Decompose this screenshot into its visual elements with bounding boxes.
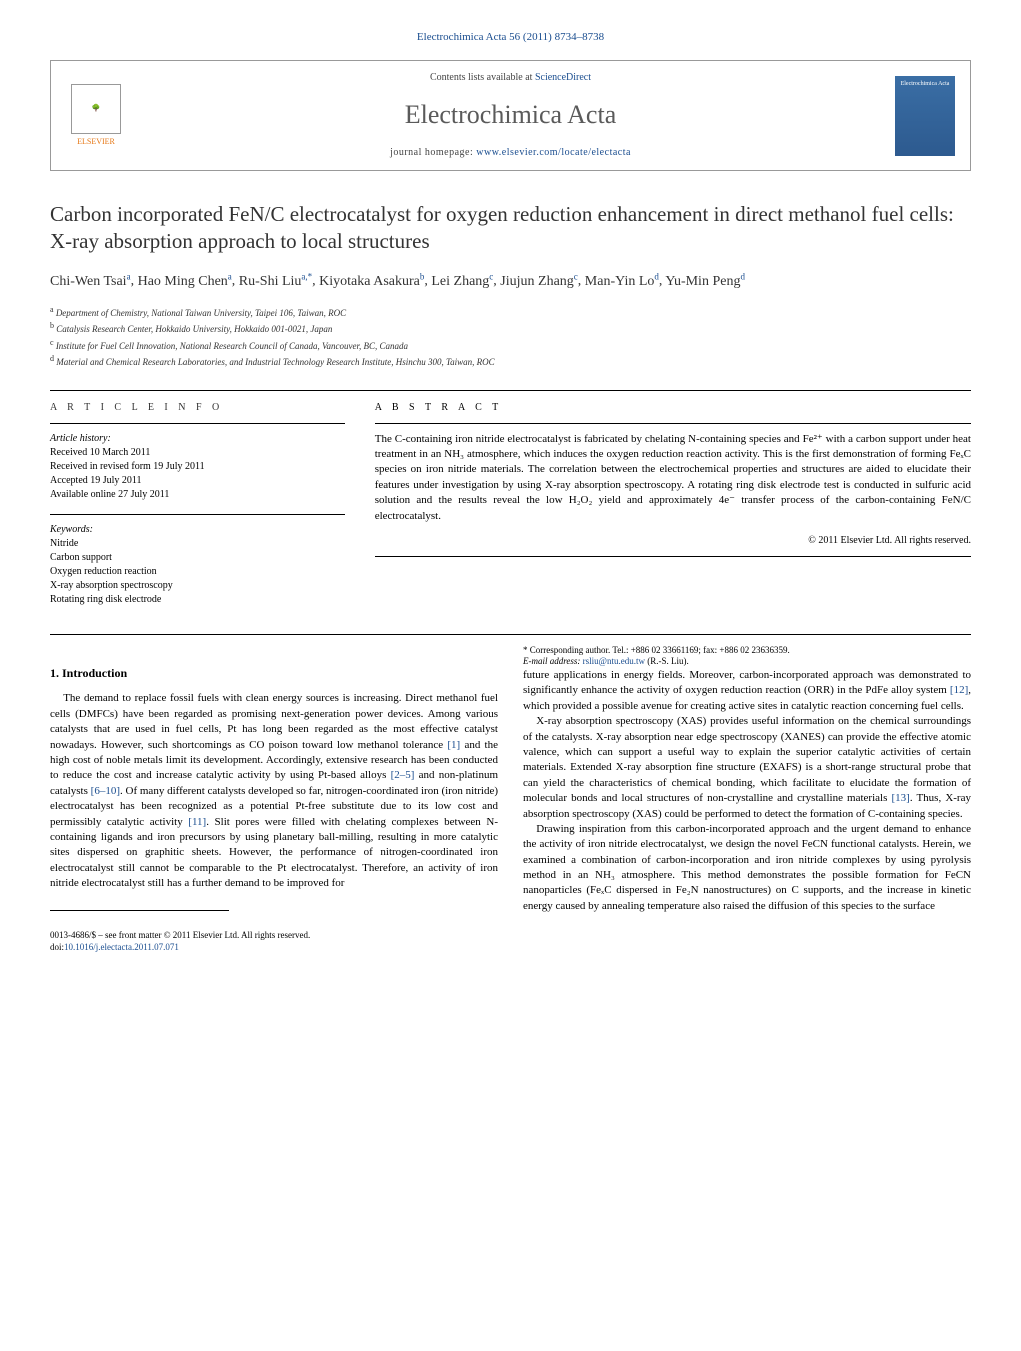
publisher-name: ELSEVIER <box>77 136 115 147</box>
cover-title: Electrochimica Acta <box>899 80 951 88</box>
section-heading-introduction: 1. Introduction <box>50 665 498 682</box>
article-history-label: Article history: <box>50 432 345 446</box>
citation-link[interactable]: [6–10] <box>91 785 120 797</box>
author: Man-Yin Lod <box>585 274 659 289</box>
affiliation: c Institute for Fuel Cell Innovation, Na… <box>50 337 971 354</box>
elsevier-tree-icon: 🌳 <box>71 84 121 134</box>
footer-metadata: 0013-4686/$ – see front matter © 2011 El… <box>50 930 971 953</box>
author-affil-mark: b <box>420 271 425 281</box>
article-body: 1. Introduction The demand to replace fo… <box>50 645 971 916</box>
history-line: Accepted 19 July 2011 <box>50 474 345 488</box>
doi-link[interactable]: 10.1016/j.electacta.2011.07.071 <box>64 942 179 952</box>
author: Hao Ming Chena <box>138 274 232 289</box>
keyword: X-ray absorption spectroscopy <box>50 579 345 593</box>
affiliations-list: a Department of Chemistry, National Taiw… <box>50 304 971 370</box>
author-affil-mark: a <box>228 271 232 281</box>
email-who: (R.-S. Liu). <box>645 656 689 666</box>
history-line: Received 10 March 2011 <box>50 446 345 460</box>
author-affil-mark: c <box>489 271 493 281</box>
corresponding-email-link[interactable]: rsliu@ntu.edu.tw <box>583 656 645 666</box>
abstract-divider <box>375 556 971 557</box>
abstract-divider <box>375 423 971 424</box>
homepage-link[interactable]: www.elsevier.com/locate/electacta <box>476 147 631 158</box>
email-line: E-mail address: rsliu@ntu.edu.tw (R.-S. … <box>523 656 971 668</box>
publisher-logo: 🌳 ELSEVIER <box>66 81 126 151</box>
info-divider <box>50 423 345 424</box>
author-affil-mark: c <box>574 271 578 281</box>
footnote-separator <box>50 910 229 911</box>
article-title: Carbon incorporated FeN/C electrocatalys… <box>50 201 971 256</box>
affiliation: a Department of Chemistry, National Taiw… <box>50 304 971 321</box>
doi-prefix: doi: <box>50 942 64 952</box>
citation-link[interactable]: [1] <box>447 739 460 751</box>
citation-link[interactable]: [2–5] <box>391 769 415 781</box>
abstract-copyright: © 2011 Elsevier Ltd. All rights reserved… <box>375 534 971 548</box>
keywords-label: Keywords: <box>50 523 345 537</box>
contents-prefix: Contents lists available at <box>430 72 535 83</box>
section-divider <box>50 634 971 635</box>
keyword: Carbon support <box>50 551 345 565</box>
journal-header: 🌳 ELSEVIER Contents lists available at S… <box>50 60 971 170</box>
author: Ru-Shi Liua,* <box>239 274 312 289</box>
body-paragraph: The demand to replace fossil fuels with … <box>50 691 498 891</box>
sciencedirect-link[interactable]: ScienceDirect <box>535 72 591 83</box>
author-affil-mark: d <box>740 271 745 281</box>
issn-line: 0013-4686/$ – see front matter © 2011 El… <box>50 930 971 942</box>
article-info-column: A R T I C L E I N F O Article history: R… <box>50 401 345 619</box>
abstract-text: The C-containing iron nitride electrocat… <box>375 432 971 524</box>
affiliation: b Catalysis Research Center, Hokkaido Un… <box>50 320 971 337</box>
journal-name: Electrochimica Acta <box>126 97 895 133</box>
citation-link[interactable]: [13] <box>891 792 909 804</box>
affiliation: d Material and Chemical Research Laborat… <box>50 353 971 370</box>
body-paragraph: X-ray absorption spectroscopy (XAS) prov… <box>523 714 971 822</box>
doi-line: doi:10.1016/j.electacta.2011.07.071 <box>50 942 971 954</box>
email-label: E-mail address: <box>523 656 583 666</box>
article-info-heading: A R T I C L E I N F O <box>50 401 345 415</box>
history-line: Received in revised form 19 July 2011 <box>50 460 345 474</box>
corresponding-author-footnote: * Corresponding author. Tel.: +886 02 33… <box>523 645 971 668</box>
body-paragraph: future applications in energy fields. Mo… <box>523 668 971 714</box>
citation-link[interactable]: [12] <box>950 684 968 696</box>
author-affil-mark: d <box>654 271 659 281</box>
author: Chi-Wen Tsaia <box>50 274 131 289</box>
author-list: Chi-Wen Tsaia, Hao Ming Chena, Ru-Shi Li… <box>50 270 971 291</box>
info-abstract-row: A R T I C L E I N F O Article history: R… <box>50 401 971 619</box>
keywords-block: Keywords: NitrideCarbon supportOxygen re… <box>50 523 345 607</box>
author: Lei Zhangc <box>431 274 493 289</box>
abstract-column: A B S T R A C T The C-containing iron ni… <box>375 401 971 619</box>
body-paragraph: Drawing inspiration from this carbon-inc… <box>523 822 971 914</box>
homepage-prefix: journal homepage: <box>390 147 476 158</box>
keyword: Nitride <box>50 537 345 551</box>
citation-link[interactable]: [11] <box>188 816 206 828</box>
contents-available-line: Contents lists available at ScienceDirec… <box>126 71 895 85</box>
abstract-heading: A B S T R A C T <box>375 401 971 415</box>
author: Kiyotaka Asakurab <box>319 274 424 289</box>
article-history-block: Article history: Received 10 March 2011R… <box>50 432 345 502</box>
keyword: Rotating ring disk electrode <box>50 593 345 607</box>
author: Yu-Min Pengd <box>665 274 745 289</box>
history-line: Available online 27 July 2011 <box>50 488 345 502</box>
header-center: Contents lists available at ScienceDirec… <box>126 71 895 159</box>
journal-reference: Electrochimica Acta 56 (2011) 8734–8738 <box>50 30 971 45</box>
author: Jiujun Zhangc <box>500 274 578 289</box>
author-affil-mark: a <box>127 271 131 281</box>
section-divider <box>50 390 971 391</box>
corresponding-line: * Corresponding author. Tel.: +886 02 33… <box>523 645 971 657</box>
keyword: Oxygen reduction reaction <box>50 565 345 579</box>
journal-cover-thumbnail: Electrochimica Acta <box>895 76 955 156</box>
author-affil-mark: a,* <box>301 271 312 281</box>
journal-homepage-line: journal homepage: www.elsevier.com/locat… <box>126 146 895 160</box>
info-divider <box>50 514 345 515</box>
